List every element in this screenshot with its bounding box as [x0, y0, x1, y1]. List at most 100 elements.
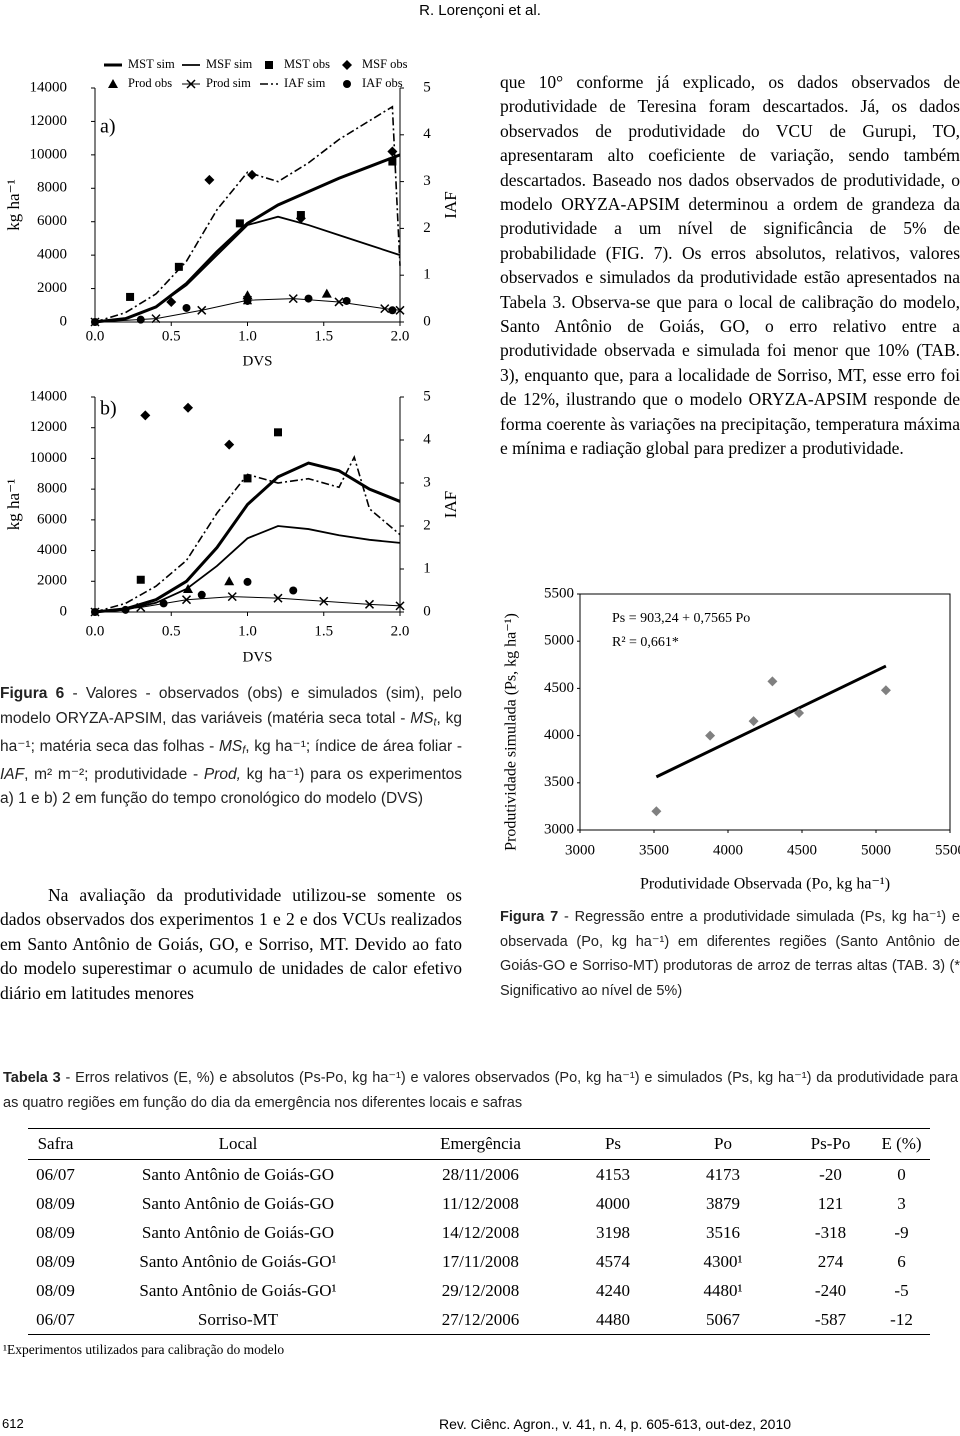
marker [748, 716, 759, 727]
table-row: 06/07 Sorriso-MT 27/12/2006 4480 5067 -587 -12 [28, 1305, 930, 1335]
y-tick-label: 4000 [37, 542, 67, 558]
x-tick-label: 4000 [713, 842, 743, 858]
x-axis-label: DVS [242, 353, 272, 369]
y-tick-label: 2000 [37, 573, 67, 589]
marker [304, 294, 313, 303]
marker [224, 576, 235, 586]
y2-tick-label: 4 [423, 431, 431, 447]
y2-axis-label: IAF [441, 491, 460, 518]
x-tick-label: 1.5 [314, 328, 333, 344]
caption-text: - Regressão entre a produtividade simula… [500, 909, 960, 999]
series-line [94, 525, 401, 613]
marker [121, 605, 130, 614]
table-caption: Tabela 3 - Erros relativos (E, %) e abso… [3, 1066, 958, 1115]
x-tick-label: 0.0 [86, 328, 105, 344]
figure-6-caption: Figura 6 - Valores - observados (obs) e … [0, 682, 462, 812]
header-row: Safra Local Emergência Ps Po Ps-Po E (%) [28, 1128, 930, 1160]
panel-label: a) [100, 116, 116, 138]
x-tick-label: 1.0 [238, 328, 257, 344]
table-row: 08/09 Santo Antônio de Goiás-GO¹ 17/11/200… [28, 1247, 930, 1276]
y-tick-label: 3000 [544, 821, 574, 837]
table-cell: 4480 [568, 1305, 658, 1335]
legend-label: Prod sim [206, 76, 251, 90]
marker [342, 60, 352, 70]
y2-tick-label: 0 [423, 603, 431, 619]
table-cell: Santo Antônio de Goiás-GO [141, 1222, 335, 1242]
plot-frame [579, 593, 951, 831]
marker [186, 79, 196, 89]
data-table: Safra Local Emergência Ps Po Ps-Po E (%) 06/07… [28, 1128, 930, 1335]
column-header: Safra [28, 1128, 83, 1160]
table-cell: 3516 [706, 1222, 740, 1242]
table-cell: 27/12/2006 [393, 1305, 568, 1335]
y-axis-label: kg ha⁻¹ [4, 479, 23, 530]
table-cell: 4300¹ [703, 1251, 743, 1271]
marker [334, 297, 344, 307]
marker [289, 586, 298, 595]
table-cell: 4480¹ [703, 1280, 743, 1300]
y-tick-label: 8000 [37, 180, 67, 196]
y2-tick-label: 3 [423, 173, 431, 189]
body-paragraph: Na avaliação da produtividade utilizou-s… [0, 885, 462, 1003]
marker [343, 80, 351, 88]
table-cell: 121 [817, 1193, 844, 1213]
y-tick-label: 6000 [37, 213, 67, 229]
legend-label: MSF obs [362, 57, 408, 71]
table-cell: 4000 [596, 1193, 630, 1213]
y-tick-label: 4000 [544, 727, 574, 743]
series-line [94, 596, 401, 613]
table-cell: 08/09 [36, 1222, 75, 1242]
marker [342, 296, 351, 305]
y2-axis-label: IAF [441, 191, 460, 218]
y-tick-label: 0 [60, 603, 68, 619]
running-title: R. Lorençoni et al. [419, 2, 541, 19]
table-cell: 5067 [658, 1305, 788, 1335]
x-tick-label: 0.5 [162, 623, 181, 639]
caption-text: MS [410, 709, 434, 727]
table-footnote: ¹Experimentos utilizados para calibração… [3, 1342, 285, 1357]
marker [197, 305, 207, 315]
table-cell: -12 [873, 1305, 930, 1335]
y-tick-label: 12000 [30, 419, 68, 435]
table-cell: 3 [897, 1193, 906, 1213]
x-axis-label: Produtividade Observada (Po, kg ha⁻¹) [640, 876, 890, 893]
y2-tick-label: 5 [423, 388, 431, 404]
table-cell: 3198 [596, 1222, 630, 1242]
table-cell: 11/12/2008 [442, 1193, 519, 1213]
marker [166, 296, 177, 307]
marker [91, 608, 99, 616]
table-cell: 29/12/2008 [441, 1280, 520, 1300]
table-cell: Santo Antônio de Goiás-GO¹ [139, 1251, 337, 1271]
table-cell: 4574 [596, 1251, 630, 1271]
y-tick-label: 5500 [544, 585, 574, 601]
marker [794, 707, 805, 718]
marker [395, 305, 405, 315]
figure-7: 3000 3500 4000 4500 5000 5500 3000 3500 4000 4500… [503, 585, 960, 893]
y-tick-label: 10000 [30, 450, 68, 466]
y-tick-label: 6000 [37, 511, 67, 527]
panel-label: b) [100, 398, 117, 420]
y2-tick-label: 2 [423, 220, 431, 236]
table-cell: 28/11/2006 [442, 1164, 519, 1184]
table-head: Safra Local Emergência Ps Po Ps-Po E (%) [28, 1128, 930, 1160]
column-header: Ps [568, 1128, 658, 1160]
legend-label: MSF sim [206, 57, 252, 71]
caption-subscript: t [433, 716, 437, 729]
x-tick-label: 1.5 [314, 623, 333, 639]
marker [126, 292, 135, 301]
table-cell: 4240 [596, 1280, 630, 1300]
table-cell: 0 [897, 1164, 906, 1184]
y-tick-label: 0 [60, 313, 68, 329]
series-line [94, 105, 401, 323]
y-tick-label: 2000 [37, 280, 67, 296]
marker [288, 294, 298, 304]
marker [183, 402, 194, 413]
series-line [94, 461, 401, 614]
marker [108, 79, 118, 88]
x-tick-label: 0.5 [162, 328, 181, 344]
table-cell: 274 [817, 1251, 844, 1271]
y2-tick-label: 5 [423, 79, 431, 95]
marker [388, 306, 397, 315]
column-header: Local [83, 1128, 393, 1160]
